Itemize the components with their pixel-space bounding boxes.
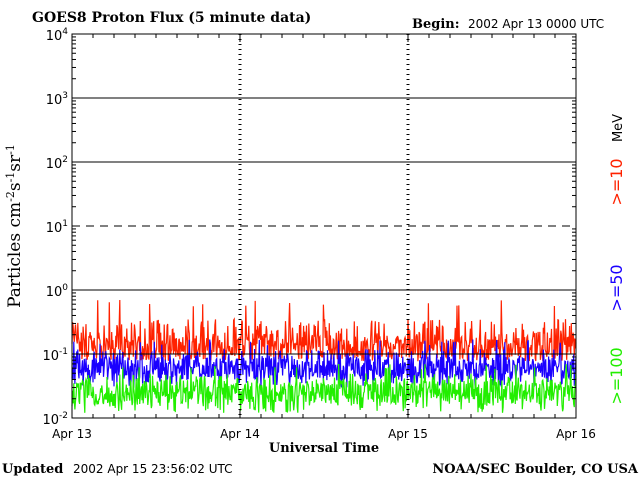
series-line [71, 363, 577, 413]
x-tick-label: Apr 15 [388, 427, 428, 441]
series-layer [71, 299, 577, 413]
x-axis-label: Universal Time [269, 441, 379, 456]
y-tick-exponent: -2 [59, 411, 68, 421]
updated-value: 2002 Apr 15 23:56:02 UTC [73, 462, 233, 476]
legend-series-label: >=100 [607, 347, 626, 404]
y-axis-label-part: s [5, 182, 25, 191]
updated-label: Updated [2, 462, 63, 477]
y-tick-label: 100 [46, 283, 69, 300]
y-tick-base: 10 [46, 221, 63, 236]
y-tick-exponent: 4 [62, 27, 68, 37]
legend-series-label: >=50 [607, 264, 626, 311]
y-tick-base: 10 [46, 157, 63, 172]
y-tick-base: 10 [42, 413, 59, 428]
y-axis-label-exponent: -1 [4, 144, 17, 155]
x-tick-labels: Apr 13 Apr 14 Apr 15 Apr 16 [52, 427, 596, 441]
x-tick-label: Apr 13 [52, 427, 92, 441]
chart-title: GOES8 Proton Flux (5 minute data) [32, 10, 311, 26]
y-tick-exponent: 2 [62, 155, 68, 165]
y-tick-base: 10 [42, 349, 59, 364]
credit-text: NOAA/SEC Boulder, CO USA [432, 462, 639, 477]
legend-series-label: >=10 [607, 158, 626, 205]
y-tick-label: 101 [46, 219, 68, 236]
y-tick-exponent: 1 [62, 219, 68, 229]
y-tick-exponent: 0 [62, 283, 68, 293]
grid-layer [71, 34, 577, 418]
series-line [71, 299, 577, 362]
y-tick-base: 10 [46, 285, 63, 300]
legend-unit-label: MeV [611, 114, 626, 142]
y-tick-label: 102 [46, 155, 68, 172]
y-axis-label: Particles cm-2s-1sr-1 [4, 144, 26, 308]
y-tick-label: 104 [46, 27, 69, 44]
y-tick-base: 10 [46, 93, 63, 108]
y-tick-label: 10-2 [42, 411, 68, 428]
y-tick-label: 10-1 [42, 347, 68, 364]
y-tick-exponent: 3 [62, 91, 68, 101]
y-tick-exponent: -1 [59, 347, 68, 357]
begin-value: 2002 Apr 13 0000 UTC [468, 17, 604, 31]
y-tick-label: 103 [46, 91, 68, 108]
plot-frame [71, 33, 577, 419]
series-line [71, 339, 577, 388]
y-axis-label-exponent: -2 [4, 191, 17, 202]
x-tick-label: Apr 14 [220, 427, 260, 441]
legend: >=10 >=50 >=100 MeV [607, 114, 626, 405]
y-tick-base: 10 [46, 29, 63, 44]
y-axis-label-part: Particles cm [5, 202, 25, 308]
begin-label: Begin: [412, 17, 460, 32]
x-tick-label: Apr 16 [556, 427, 596, 441]
y-axis-label-part: sr [5, 154, 25, 172]
y-axis-label-exponent: -1 [4, 172, 17, 183]
